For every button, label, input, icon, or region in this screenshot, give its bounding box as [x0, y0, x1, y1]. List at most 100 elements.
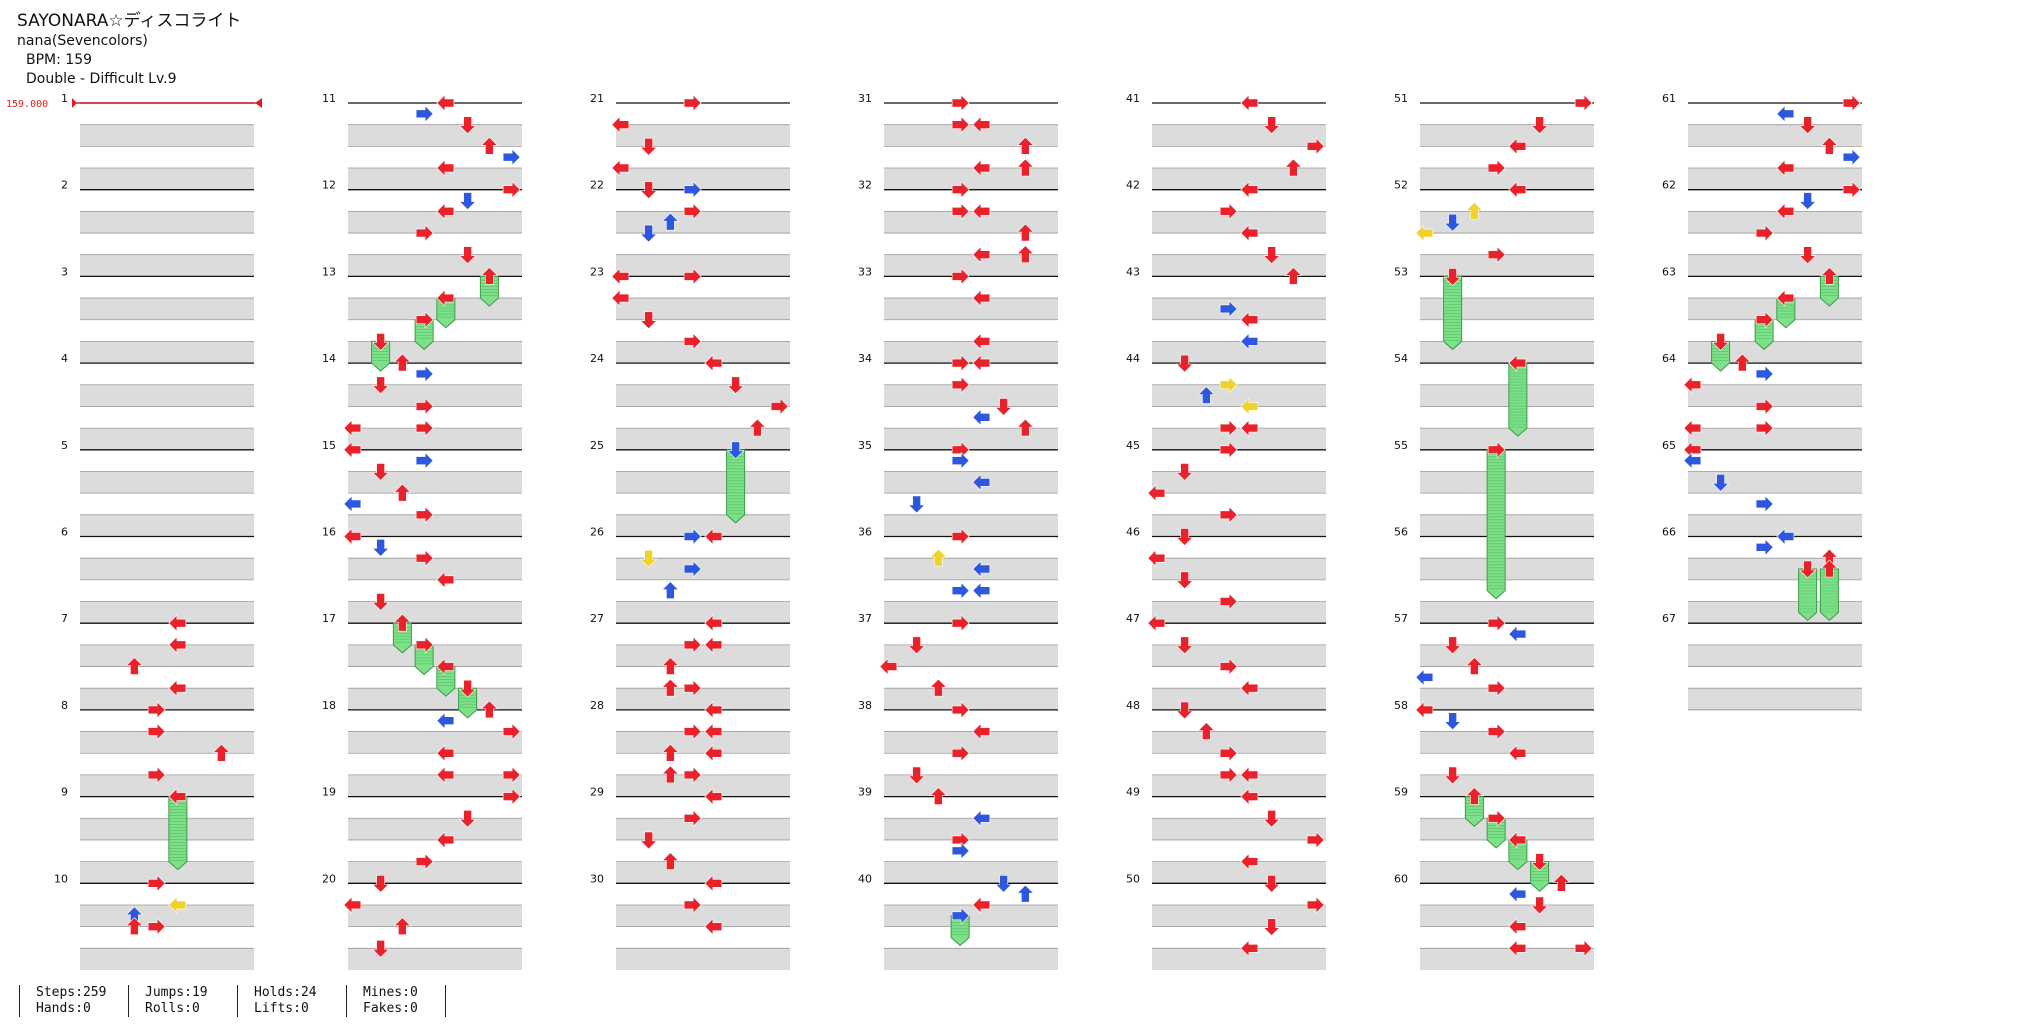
step-arrow: [1755, 397, 1774, 416]
beat-shade: [616, 904, 790, 927]
step-arrow: [458, 246, 477, 265]
beat-shade: [1152, 904, 1326, 927]
step-arrow: [611, 289, 630, 307]
step-arrow: [1147, 549, 1166, 567]
beat-shade: [80, 514, 254, 537]
step-arrow: [1147, 484, 1166, 502]
measure-number: 11: [322, 92, 336, 105]
measure-number: 64: [1662, 352, 1676, 365]
beat-shade: [616, 818, 790, 840]
step-arrow: [1755, 538, 1774, 557]
step-arrow: [147, 917, 166, 936]
step-arrow: [1219, 202, 1238, 221]
measure: 50: [1126, 872, 1326, 970]
step-arrow: [683, 94, 702, 112]
step-arrow: [929, 548, 948, 567]
measure-number: 25: [590, 439, 604, 452]
beat-shade: [616, 211, 790, 234]
beat-shade: [80, 948, 254, 970]
step-arrow: [972, 722, 991, 741]
step-arrow: [502, 722, 521, 741]
beat-shade: [1420, 688, 1594, 710]
step-arrow: [1530, 853, 1549, 872]
measure-number: 49: [1126, 786, 1140, 799]
measure: 47: [1126, 612, 1326, 710]
measure: 24: [590, 352, 790, 450]
beat-shade: [1152, 124, 1326, 147]
hold-body: [168, 796, 188, 871]
step-arrow: [1465, 201, 1484, 220]
step-arrow: [1219, 506, 1238, 524]
stat-mines: Mines:0: [363, 985, 418, 1000]
beat-shade: [1420, 384, 1594, 407]
beat-shade: [1152, 644, 1326, 667]
measure: 39: [858, 786, 1058, 884]
measure-number: 60: [1394, 872, 1408, 885]
beat-shade: [348, 774, 522, 797]
step-arrow: [502, 180, 521, 199]
beat-shade: [1688, 688, 1862, 710]
measure-number: 3: [61, 265, 68, 278]
stat-rolls: Rolls:0: [145, 1001, 200, 1016]
hold-body: [392, 622, 412, 654]
beat-shade: [80, 774, 254, 797]
hold-body: [1776, 297, 1796, 329]
step-arrow: [1219, 657, 1238, 676]
step-arrow: [1240, 311, 1259, 329]
beat-shade: [1152, 688, 1326, 710]
measure-number: 54: [1394, 352, 1408, 365]
step-arrow: [683, 679, 702, 697]
measure-number: 24: [590, 352, 604, 365]
step-arrow: [1415, 224, 1434, 242]
step-arrow: [415, 365, 434, 383]
stats-col-1: Steps:259 Hands:0: [19, 985, 128, 1017]
step-arrow: [1776, 289, 1795, 307]
step-arrow: [611, 267, 630, 286]
beat-shade: [616, 124, 790, 147]
measure: 55: [1394, 439, 1594, 537]
step-arrow: [371, 593, 390, 611]
beat-shade: [1420, 644, 1594, 667]
step-arrow: [951, 701, 970, 719]
step-arrow: [502, 148, 521, 166]
step-arrow: [458, 809, 477, 828]
beat-shade: [1688, 384, 1862, 407]
step-arrow: [951, 115, 970, 134]
step-arrow: [1508, 831, 1527, 849]
step-arrow: [770, 397, 789, 416]
beat-shade: [884, 731, 1058, 754]
beat-shade: [80, 601, 254, 624]
measure: 41: [1126, 92, 1326, 190]
beat-shade: [884, 861, 1058, 884]
step-arrow: [683, 636, 702, 654]
measure: 59: [1394, 786, 1594, 884]
measure-number: 36: [858, 526, 872, 539]
step-arrow: [436, 766, 455, 784]
measure-number: 41: [1126, 92, 1140, 105]
hold-body: [458, 687, 478, 719]
beat-shade: [1152, 298, 1326, 320]
step-arrow: [436, 159, 455, 177]
beat-shade: [1688, 514, 1862, 537]
step-arrow: [371, 874, 390, 893]
measure: 66: [1662, 526, 1862, 624]
step-arrow: [415, 852, 434, 871]
measure-number: 46: [1126, 526, 1140, 539]
measure: 19: [322, 786, 522, 884]
beat-shade: [80, 428, 254, 450]
measure: 37: [858, 612, 1058, 710]
beat-shade: [884, 211, 1058, 234]
hold-body: [1508, 362, 1528, 437]
measure-number: 44: [1126, 352, 1140, 365]
beat-shade: [616, 168, 790, 190]
beat-shade: [616, 298, 790, 320]
beat-shade: [1420, 471, 1594, 494]
step-arrow: [661, 657, 680, 675]
step-arrow: [1508, 917, 1527, 936]
step-arrow: [168, 896, 187, 914]
beat-shade: [1152, 948, 1326, 970]
step-arrow: [907, 766, 926, 785]
step-arrow: [1755, 419, 1774, 437]
beat-shade: [80, 818, 254, 840]
measure-number: 28: [590, 699, 604, 712]
